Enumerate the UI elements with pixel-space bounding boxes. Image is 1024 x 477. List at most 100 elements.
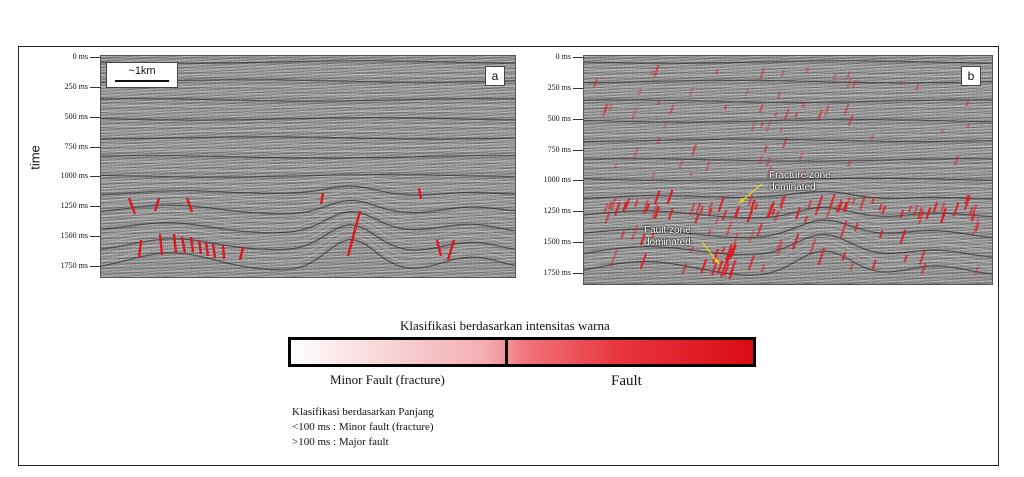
panel-b-tick-mark [573, 211, 583, 213]
fault-stick [417, 187, 423, 200]
fracture-zone-line2: dominated [769, 182, 816, 193]
fracture-mark [642, 199, 650, 214]
panel-b-horizon [584, 112, 992, 116]
fracture-mark [899, 229, 907, 244]
fracture-mark [953, 155, 960, 167]
panel-b-tick-mark [573, 273, 583, 274]
fracture-mark [747, 194, 754, 207]
fracture-mark [666, 189, 674, 205]
panel-a-horizon [101, 142, 515, 146]
fracture-mark [700, 258, 708, 274]
panel-b-horizon [584, 201, 992, 212]
panel-b-horizon [584, 145, 992, 149]
panel-a-horizon [101, 123, 515, 127]
fracture-mark [651, 171, 656, 180]
length-classification-line2: >100 ms : Major fault [292, 436, 389, 448]
fracture-mark [746, 208, 754, 223]
fracture-mark [613, 162, 618, 169]
fracture-mark [707, 228, 712, 237]
fracture-mark [639, 252, 648, 270]
panel-b-horizon [584, 185, 992, 194]
fracture-mark [972, 218, 980, 236]
fracture-mark [705, 161, 711, 172]
fracture-mark [725, 221, 733, 237]
panel-b-tick-mark [573, 118, 583, 120]
fracture-mark [592, 77, 599, 89]
fracture-mark [609, 248, 619, 267]
scale-bar-line [115, 80, 169, 82]
panel-a-tick-label: 500 ms [64, 111, 88, 121]
panel-b-horizon [584, 245, 992, 269]
panel-b-horizon [584, 211, 992, 226]
fracture-mark [839, 220, 848, 238]
fracture-mark [754, 203, 759, 211]
fracture-mark [804, 66, 810, 75]
fracture-mark [825, 205, 832, 218]
panel-a-tick-label: 0 ms [72, 52, 88, 61]
fracture-mark [870, 196, 876, 205]
fracture-mark [824, 104, 830, 116]
fracture-mark [834, 204, 840, 213]
panel-b-horizon [584, 79, 992, 84]
panel-b-tick-mark [573, 87, 583, 89]
fracture-mark [963, 194, 971, 211]
seismic-panel-b: Fracture zone dominated Fault zone domin… [583, 55, 993, 285]
fracture-mark [733, 233, 739, 243]
fracture-mark [720, 246, 726, 255]
fault-stick [185, 197, 194, 213]
fracture-mark [899, 80, 904, 87]
fracture-mark [974, 265, 980, 276]
fracture-mark [639, 233, 646, 246]
fracture-mark [608, 201, 613, 210]
fracture-mark [968, 206, 974, 217]
fault-stick [238, 246, 245, 261]
panel-b-horizon [584, 66, 992, 71]
panel-a-tick-label: 1750 ms [60, 261, 88, 270]
panel-a-tick-mark [90, 116, 100, 118]
panel-b-tick-label: 0 ms [555, 52, 571, 61]
panel-a-horizon [101, 175, 515, 184]
scale-bar-label: ~1km [128, 65, 156, 77]
panel-b-horizon [584, 164, 992, 169]
fault-stick [319, 192, 325, 205]
fracture-mark [720, 264, 727, 277]
fracture-mark [965, 98, 970, 108]
fracture-mark [851, 197, 856, 205]
panel-a-horizon [101, 117, 515, 121]
fault-stick [189, 236, 195, 253]
fault-stick [127, 197, 137, 215]
fracture-mark [747, 255, 755, 271]
fracture-mark [714, 217, 720, 225]
panel-b-horizon [584, 239, 992, 263]
fracture-mark [853, 222, 859, 232]
panel-a-horizon [101, 229, 515, 258]
fracture-mark [925, 206, 932, 220]
panel-b-tick-label: 1750 ms [543, 268, 571, 277]
panel-a-horizon [101, 199, 515, 215]
panel-b-tick-label: 750 ms [547, 144, 571, 154]
fracture-mark [614, 201, 621, 216]
panel-a-tick-mark [90, 176, 100, 178]
fracture-mark [744, 88, 750, 96]
panel-a-horizon [101, 155, 515, 159]
length-classification-heading: Klasifikasi berdasarkan Panjang [292, 406, 434, 418]
panel-b-horizon [584, 99, 992, 103]
fracture-mark [899, 209, 905, 219]
fracture-mark [878, 230, 884, 239]
panel-a-horizon [101, 224, 515, 251]
fracture-mark [750, 121, 757, 132]
fracture-mark [669, 104, 675, 115]
fracture-mark [778, 195, 785, 208]
fracture-mark [920, 262, 927, 275]
fault-stick [137, 239, 143, 259]
fracture-mark [767, 201, 775, 218]
fracture-mark [851, 79, 857, 89]
annotation-arrowhead [739, 197, 745, 203]
fracture-mark [917, 209, 925, 225]
fracture-mark [631, 107, 638, 121]
fracture-mark [765, 203, 773, 219]
panel-a-horizon [101, 174, 515, 178]
fracture-mark [878, 203, 883, 211]
fracture-mark [779, 127, 783, 134]
fault-stick [180, 236, 187, 254]
